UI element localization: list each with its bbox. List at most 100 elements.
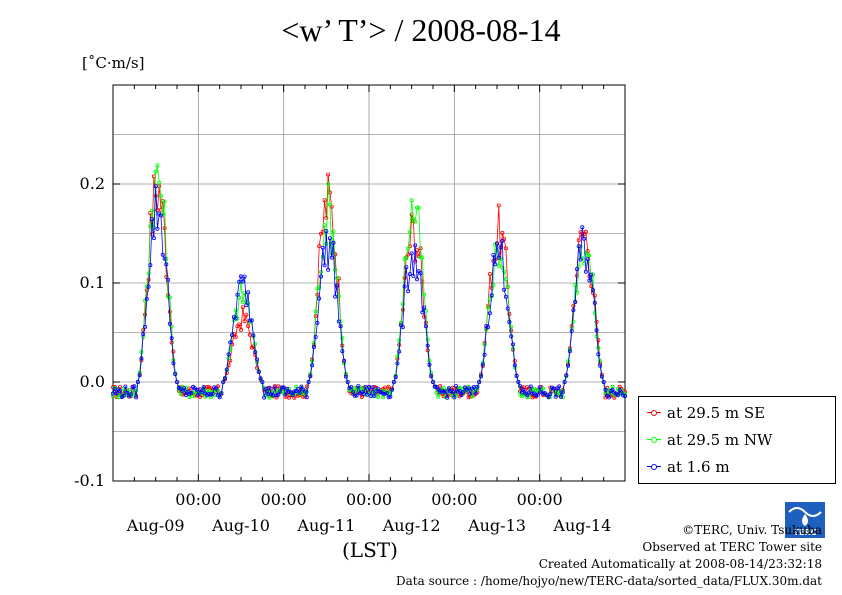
data-point <box>413 219 418 224</box>
data-point <box>326 181 331 186</box>
data-point <box>425 343 430 348</box>
data-point <box>263 386 268 391</box>
legend-label-nw: at 29.5 m NW <box>667 431 773 449</box>
data-point <box>167 309 172 314</box>
data-point <box>422 292 427 297</box>
data-point <box>571 308 576 313</box>
data-point <box>427 362 432 367</box>
data-point <box>430 379 435 384</box>
data-point <box>134 395 139 400</box>
data-point <box>527 390 532 395</box>
data-point <box>615 393 620 398</box>
data-point <box>583 229 588 234</box>
data-point <box>237 279 242 284</box>
data-point <box>128 392 133 397</box>
data-point <box>334 275 339 280</box>
data-point <box>404 256 409 261</box>
data-point <box>386 395 391 400</box>
data-point <box>233 308 238 313</box>
data-point <box>578 257 583 262</box>
data-point <box>560 390 565 395</box>
data-point <box>409 251 414 256</box>
data-point <box>400 307 405 312</box>
data-point <box>288 390 293 395</box>
data-point <box>151 236 156 241</box>
data-point <box>322 263 327 268</box>
legend-item-1-6m: at 1.6 m <box>647 457 730 477</box>
data-point <box>436 394 441 399</box>
x-tick-label: 00:00 <box>175 490 221 509</box>
data-point <box>322 198 327 203</box>
data-point <box>386 384 391 389</box>
data-point <box>297 390 302 395</box>
data-point <box>400 301 405 306</box>
data-point <box>395 354 400 359</box>
data-point <box>134 388 139 393</box>
data-point <box>180 388 185 393</box>
data-point <box>407 230 412 235</box>
data-point <box>235 292 240 297</box>
data-point <box>317 244 322 249</box>
data-point <box>553 394 558 399</box>
data-point <box>304 395 309 400</box>
data-point <box>402 284 407 289</box>
data-point <box>422 314 427 319</box>
data-point <box>478 374 483 379</box>
data-point <box>502 287 507 292</box>
data-point <box>139 356 144 361</box>
data-point <box>507 320 512 325</box>
data-point <box>150 208 155 213</box>
data-point <box>251 344 256 349</box>
data-point <box>390 387 395 392</box>
data-point <box>594 319 599 324</box>
data-point <box>587 278 592 283</box>
data-point <box>594 328 599 333</box>
data-point <box>349 385 354 390</box>
data-point <box>222 376 227 381</box>
data-point <box>361 391 366 396</box>
data-point <box>402 276 407 281</box>
x-tick-label: 00:00 <box>517 490 563 509</box>
data-point <box>242 319 247 324</box>
data-point <box>270 393 275 398</box>
data-point <box>111 394 116 399</box>
data-point <box>459 393 464 398</box>
data-point <box>621 393 626 398</box>
data-point <box>164 262 169 267</box>
data-point <box>370 385 375 390</box>
data-point <box>111 391 116 396</box>
data-point <box>150 217 155 222</box>
legend-item-se: at 29.5 m SE <box>647 403 765 423</box>
data-point <box>141 332 146 337</box>
data-point <box>575 267 580 272</box>
data-point <box>137 373 142 378</box>
data-point <box>512 363 517 368</box>
legend-item-nw: at 29.5 m NW <box>647 430 772 450</box>
data-point <box>461 389 466 394</box>
data-point <box>333 294 338 299</box>
data-point <box>445 395 450 400</box>
data-point <box>585 256 590 261</box>
data-point <box>342 358 347 363</box>
data-point <box>366 384 371 389</box>
data-point <box>290 392 295 397</box>
data-point <box>214 386 219 391</box>
data-point <box>617 387 622 392</box>
data-point <box>320 245 325 250</box>
data-point <box>285 386 290 391</box>
data-point <box>246 324 251 329</box>
data-point <box>132 384 137 389</box>
data-point <box>233 334 238 339</box>
data-point <box>571 303 576 308</box>
data-point <box>475 384 480 389</box>
data-point <box>557 384 562 389</box>
y-axis-unit-label: [˚C·m/s] <box>82 54 145 72</box>
data-point <box>233 316 238 321</box>
data-point <box>509 334 514 339</box>
data-point <box>559 394 564 399</box>
data-point <box>546 395 551 400</box>
data-point <box>281 385 286 390</box>
y-tick-label: -0.1 <box>74 471 105 490</box>
data-point <box>596 338 601 343</box>
data-point <box>249 318 254 323</box>
